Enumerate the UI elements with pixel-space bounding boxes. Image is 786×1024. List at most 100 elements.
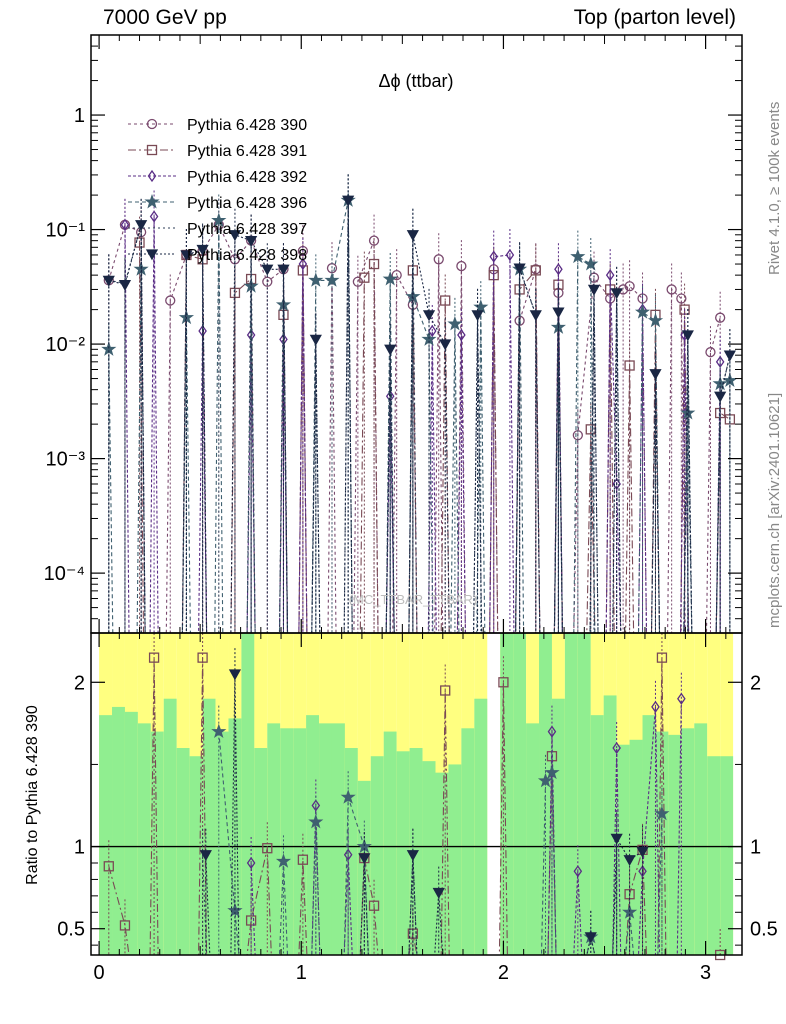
main-data-point — [180, 250, 193, 262]
ratio-band-green — [280, 728, 294, 955]
main-data-point — [134, 237, 145, 248]
main-y-tick-label: 1 — [74, 105, 85, 127]
legend-label: Pythia 6.428 392 — [187, 169, 307, 186]
analysis-watermark: (MC_TTBAR_TTBAR) — [349, 592, 478, 607]
ratio-data-point — [573, 865, 583, 878]
ratio-band-green — [577, 633, 591, 955]
legend-marker — [144, 193, 160, 209]
main-data-point — [102, 275, 115, 287]
main-series-line — [108, 200, 731, 634]
axis-ticks-group: 1 10⁻¹ 10⁻² 10⁻³ 10⁻⁴ 0.5 0.5 1 1 2 2 0 1 2 3 — [44, 34, 778, 984]
ratio-band-green — [526, 723, 540, 955]
ratio-y-tick-label-right: 1 — [750, 837, 761, 859]
ratio-data-point — [651, 700, 660, 714]
main-series-line — [108, 200, 731, 634]
ratio-band-green — [435, 772, 449, 955]
x-tick-label: 1 — [296, 962, 307, 984]
main-data-point — [529, 310, 542, 322]
main-data-point — [308, 272, 324, 287]
legend-marker — [145, 249, 159, 261]
ratio-band-green — [241, 633, 255, 955]
main-data-point — [681, 330, 694, 342]
ratio-band-green — [370, 756, 384, 955]
main-data-point — [666, 284, 677, 295]
main-data-point — [196, 244, 209, 256]
main-data-point — [649, 369, 662, 381]
legend-entry: Pythia 6.428 396 — [128, 193, 307, 212]
main-data-point — [583, 255, 599, 271]
main-y-tick-label: 10⁻³ — [46, 449, 86, 471]
legend-label: Pythia 6.428 396 — [187, 195, 307, 212]
main-data-point — [676, 293, 687, 304]
ratio-data-point — [406, 850, 419, 862]
legend-entry: Pythia 6.428 397 — [128, 221, 307, 238]
main-data-point — [447, 315, 463, 331]
main-data-point — [705, 347, 716, 358]
ratio-band-green — [215, 731, 229, 955]
ratio-band-green — [681, 728, 695, 955]
x-tick-label: 2 — [498, 962, 509, 984]
ratio-data-point — [197, 652, 208, 663]
main-data-point — [211, 212, 227, 228]
main-data-point — [473, 299, 489, 314]
ratio-band-green — [474, 698, 488, 955]
ratio-data-point — [584, 932, 597, 944]
main-data-point — [624, 281, 635, 292]
legend-entry: Pythia 6.428 392 — [128, 169, 307, 186]
main-data-point — [309, 334, 322, 346]
ratio-band-green — [642, 715, 656, 955]
ratio-band-green — [448, 764, 462, 955]
main-data-point — [634, 304, 651, 319]
ratio-data-point — [440, 685, 451, 696]
main-series-line — [108, 200, 731, 634]
ratio-data-point — [228, 669, 242, 681]
ratio-band-green — [383, 731, 397, 955]
ratio-data-point — [340, 789, 356, 804]
main-data-point — [149, 210, 159, 223]
ratio-data-point — [498, 677, 509, 688]
legend: Pythia 6.428 390 Pythia 6.428 391 Pythia 6… — [128, 117, 307, 264]
ratio-band-green — [668, 734, 682, 955]
ratio-series-5 — [199, 648, 649, 956]
ratio-band-green — [590, 715, 604, 955]
x-tick-label: 3 — [700, 962, 711, 984]
ratio-band-green — [513, 633, 527, 955]
ratio-band-green — [163, 698, 177, 955]
ratio-data-point — [275, 853, 292, 868]
main-data-point — [456, 260, 467, 272]
ratio-y-tick-label-left: 2 — [74, 672, 85, 694]
main-data-point — [612, 477, 621, 491]
ratio-data-point — [623, 855, 636, 867]
ratio-band-green — [150, 731, 164, 955]
ratio-band-green — [306, 715, 320, 955]
main-data-point — [439, 339, 452, 351]
main-y-tick-label: 10⁻¹ — [46, 220, 86, 242]
main-data-point — [489, 250, 499, 263]
legend-marker — [146, 144, 158, 156]
main-data-point — [471, 310, 484, 322]
ratio-band-green — [254, 748, 268, 955]
main-series-line — [108, 223, 721, 634]
ratio-data-point — [547, 725, 557, 738]
ratio-data-point — [103, 861, 114, 872]
main-data-point — [384, 344, 397, 356]
ratio-data-point — [311, 799, 321, 812]
ratio-data-point — [537, 772, 554, 788]
main-data-point — [422, 310, 436, 322]
ratio-band-green — [629, 739, 643, 955]
main-data-point — [391, 269, 402, 281]
main-data-point — [324, 272, 340, 287]
ratio-band-green — [267, 723, 281, 955]
legend-entry: Pythia 6.428 391 — [128, 143, 307, 160]
ratio-band-green — [396, 751, 410, 955]
header-observable-label: Top (parton level) — [573, 6, 736, 29]
ratio-data-point — [656, 652, 668, 663]
ratio-y-tick-label-right: 0.5 — [750, 919, 778, 941]
main-data-point — [342, 195, 355, 207]
ratio-band-green — [500, 633, 514, 955]
main-data-point — [457, 328, 466, 342]
main-y-tick-label: 10⁻² — [46, 334, 86, 356]
main-data-point — [359, 272, 370, 283]
ratio-band-green — [539, 633, 552, 955]
